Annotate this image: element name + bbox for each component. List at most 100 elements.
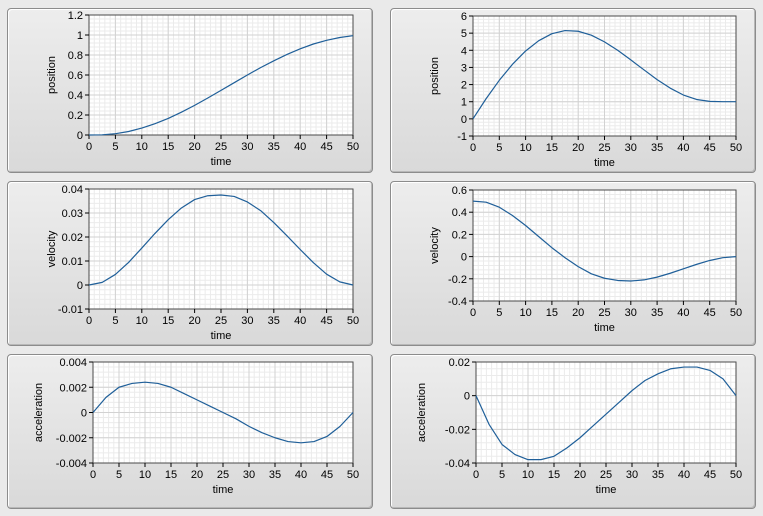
y-tick-label: -0.002: [56, 433, 87, 445]
x-tick-label: 50: [347, 469, 359, 481]
x-tick-label: 40: [295, 469, 307, 481]
x-axis-label: time: [594, 157, 615, 169]
x-tick-label: 35: [268, 315, 280, 327]
x-tick-label: 10: [139, 469, 151, 481]
y-tick-label: 0.04: [62, 184, 83, 196]
x-tick-label: 35: [652, 469, 664, 481]
chart-4-svg: 0 5 10 15 20 25 30 35 40 45 50 -0.4 -0.2 0 0.2 0.4 0.6 ti…: [429, 185, 742, 334]
x-tick-label: 20: [572, 307, 584, 319]
y-tick-label: 0.4: [452, 207, 467, 219]
series-line-velocity: [88, 194, 354, 286]
x-tick-label: 30: [241, 141, 253, 153]
x-tick-label: 5: [499, 469, 505, 481]
chart-1-svg: 0 5 10 15 20 25 30 35 40 45 50 0 0.2 0.4 0.6 0.8 1 1.2 tim…: [46, 10, 359, 168]
x-tick-label: 10: [519, 307, 531, 319]
chart-panel-4: 0 5 10 15 20 25 30 35 40 45 50 -0.4 -0.2 0 0.2 0.4 0.6 ti…: [390, 181, 756, 346]
y-tick-label: -0.04: [445, 458, 470, 470]
x-tick-label: 5: [112, 141, 118, 153]
y-tick-label: 0.2: [68, 110, 83, 122]
x-tick-label: 5: [112, 315, 118, 327]
x-tick-label: 5: [116, 469, 122, 481]
x-tick-label: 0: [473, 469, 479, 481]
y-tick-label: 0.01: [62, 256, 83, 268]
x-tick-label: 20: [572, 142, 584, 154]
x-tick-label: 25: [598, 307, 610, 319]
chart-2-svg: 0 5 10 15 20 25 30 35 40 45 50-10123456timepositio…: [429, 11, 742, 169]
x-tick-label: 40: [678, 469, 690, 481]
x-tick-label: 45: [321, 469, 333, 481]
y-axis-label: position: [46, 56, 58, 94]
x-tick-label: 45: [704, 469, 716, 481]
x-tick-label: 15: [162, 141, 174, 153]
x-axis-label: time: [211, 330, 232, 342]
x-tick-label: 15: [546, 307, 558, 319]
x-tick-label: 50: [730, 469, 742, 481]
x-tick-label: 45: [704, 142, 716, 154]
series-line-acceleration: [475, 366, 737, 461]
y-tick-label: -1: [457, 131, 467, 143]
y-tick-label: 1: [77, 30, 83, 42]
x-axis-label: time: [594, 322, 615, 334]
x-tick-label: 35: [268, 141, 280, 153]
x-tick-label: 10: [522, 469, 534, 481]
chart-3-svg: 0 5 10 15 20 25 30 35 40 45 50-0.0100.010.020.030.…: [46, 184, 359, 342]
y-tick-label: 0: [464, 391, 470, 403]
x-tick-label: 15: [162, 315, 174, 327]
x-tick-label: 30: [625, 142, 637, 154]
x-tick-label: 20: [188, 315, 200, 327]
y-tick-label: 0.02: [449, 357, 470, 369]
y-tick-label: 0: [461, 114, 467, 126]
series-line-position: [472, 29, 736, 120]
y-axis-label: acceleration: [416, 383, 428, 442]
x-tick-label: 0: [470, 307, 476, 319]
x-tick-label: 40: [677, 307, 689, 319]
x-tick-label: 10: [519, 142, 531, 154]
x-tick-label: 20: [191, 469, 203, 481]
y-tick-label: 1.2: [68, 10, 83, 22]
x-axis-label: time: [213, 484, 234, 496]
x-tick-label: 10: [136, 141, 148, 153]
chart-panel-2: 0 5 10 15 20 25 30 35 40 45 50 -1 0 1 2 3 4 5 6 time positio…: [390, 8, 756, 173]
x-tick-label: 0: [90, 469, 96, 481]
y-tick-label: 0.004: [59, 357, 87, 369]
y-tick-label: 4: [461, 45, 467, 57]
x-tick-label: 5: [496, 307, 502, 319]
x-tick-label: 0: [470, 142, 476, 154]
x-tick-label: 25: [215, 141, 227, 153]
x-axis-label: time: [211, 156, 232, 168]
y-tick-label: 0: [461, 252, 467, 264]
x-tick-label: 50: [730, 307, 742, 319]
x-tick-label: 40: [294, 141, 306, 153]
y-axis-label: velocity: [46, 230, 58, 267]
y-tick-label: 0.2: [452, 229, 467, 241]
chart-panel-6: 0 5 10 15 20 25 30 35 40 45 50 -0.04 -0.02 0 0.02 time a…: [390, 354, 756, 509]
x-tick-label: 45: [704, 307, 716, 319]
x-tick-label: 40: [677, 142, 689, 154]
x-tick-label: 35: [651, 307, 663, 319]
x-tick-label: 35: [651, 142, 663, 154]
y-tick-label: 0: [81, 408, 87, 420]
y-tick-label: -0.004: [56, 458, 87, 470]
x-tick-label: 20: [574, 469, 586, 481]
x-tick-label: 50: [730, 142, 742, 154]
x-tick-label: 30: [241, 315, 253, 327]
x-tick-label: 25: [215, 315, 227, 327]
chart-panel-1: 0 5 10 15 20 25 30 35 40 45 50 0 0.2 0.4 0.6 0.8 1 1.2 tim…: [7, 8, 373, 173]
x-tick-label: 30: [625, 307, 637, 319]
y-tick-label: 5: [461, 28, 467, 40]
y-axis-label: velocity: [429, 227, 441, 264]
x-tick-label: 30: [626, 469, 638, 481]
y-tick-label: 0.02: [62, 232, 83, 244]
x-tick-label: 30: [243, 469, 255, 481]
x-tick-label: 40: [294, 315, 306, 327]
x-axis-label: time: [596, 484, 617, 496]
y-tick-label: 0.6: [452, 185, 467, 197]
x-tick-label: 50: [347, 141, 359, 153]
y-tick-label: 0.8: [68, 50, 83, 62]
x-tick-label: 35: [269, 469, 281, 481]
y-tick-label: 0.002: [59, 382, 87, 394]
y-tick-label: 6: [461, 11, 467, 23]
y-tick-label: -0.4: [448, 296, 467, 308]
chart-6-svg: 0 5 10 15 20 25 30 35 40 45 50 -0.04 -0.02 0 0.02 time a…: [416, 357, 742, 496]
series-line-acceleration: [92, 381, 354, 444]
